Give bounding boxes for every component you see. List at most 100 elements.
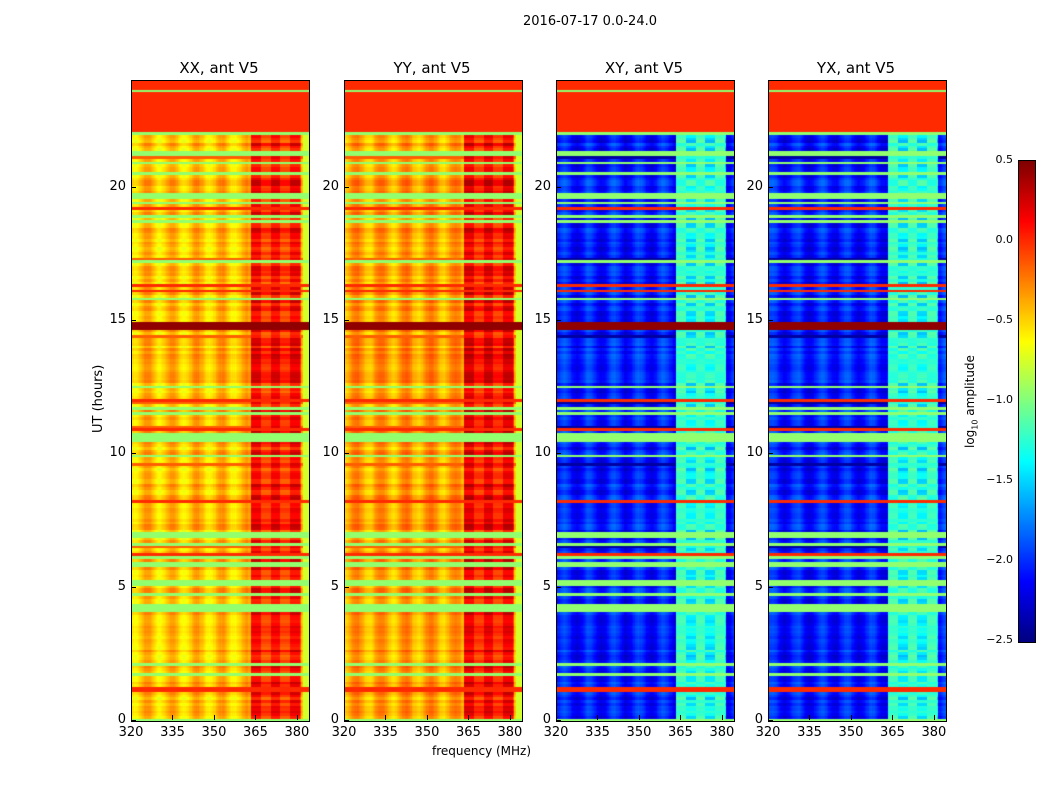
- x-tick-label: 335: [797, 725, 822, 740]
- colorbar-tick-label: −2.5: [986, 633, 1013, 646]
- y-tick-mark: [556, 453, 561, 455]
- y-tick-mark: [768, 186, 773, 188]
- x-tick-mark: [213, 715, 215, 720]
- panel-title: XY, ant V5: [604, 59, 684, 77]
- x-tick-label: 335: [373, 725, 398, 740]
- x-tick-label: 350: [414, 725, 440, 740]
- x-tick-label: 320: [543, 725, 569, 740]
- x-tick-label: 380: [709, 725, 735, 740]
- y-tick-mark: [344, 320, 349, 321]
- x-tick-mark: [809, 715, 811, 720]
- y-tick-label: 20: [534, 178, 551, 194]
- heatmap-panel: [768, 80, 947, 722]
- y-tick-label: 5: [330, 578, 339, 594]
- heatmap-panel: [344, 80, 523, 722]
- panel-title: YY, ant V5: [393, 59, 471, 77]
- colorbar-tick-label: 0.0: [995, 233, 1014, 246]
- x-tick-mark: [721, 715, 723, 720]
- colorbar-tick-label: 0.5: [995, 153, 1014, 166]
- panel-title: YX, ant V5: [816, 59, 896, 77]
- y-tick-label: 0: [117, 712, 126, 727]
- x-tick-mark: [933, 715, 935, 720]
- y-tick-mark: [556, 320, 561, 321]
- y-tick-label: 0: [330, 712, 339, 727]
- y-tick-mark: [344, 453, 349, 455]
- x-tick-label: 365: [456, 725, 481, 740]
- x-tick-label: 365: [880, 725, 905, 740]
- x-tick-mark: [638, 715, 640, 720]
- y-tick-label: 5: [542, 578, 551, 594]
- y-tick-label: 10: [534, 445, 551, 461]
- y-tick-label: 15: [322, 312, 339, 327]
- y-tick-mark: [768, 453, 773, 455]
- x-tick-label: 380: [497, 725, 523, 740]
- y-tick-label: 15: [746, 312, 763, 327]
- y-tick-mark: [768, 586, 773, 588]
- x-tick-mark: [131, 715, 132, 720]
- y-tick-mark: [131, 320, 136, 321]
- x-tick-mark: [468, 715, 470, 720]
- y-tick-mark: [131, 720, 136, 721]
- colorbar: [1018, 160, 1036, 643]
- y-tick-label: 0: [542, 712, 551, 727]
- x-tick-mark: [556, 715, 557, 720]
- y-axis-label: UT (hours): [91, 364, 106, 433]
- x-tick-mark: [680, 715, 682, 720]
- x-tick-mark: [255, 715, 257, 720]
- x-tick-label: 350: [626, 725, 652, 740]
- y-tick-mark: [556, 186, 561, 188]
- y-tick-label: 5: [117, 578, 126, 594]
- y-tick-mark: [768, 720, 773, 721]
- y-tick-mark: [556, 586, 561, 588]
- figure-title: 2016-07-17 0.0-24.0: [523, 14, 657, 29]
- colorbar-tick-label: −1.0: [986, 393, 1013, 406]
- x-tick-label: 350: [838, 725, 864, 740]
- x-tick-mark: [892, 715, 894, 720]
- x-axis-label: frequency (MHz): [432, 744, 532, 758]
- x-tick-label: 380: [284, 725, 310, 740]
- y-tick-mark: [131, 186, 136, 188]
- x-tick-mark: [509, 715, 511, 720]
- colorbar-tick-label: −2.0: [986, 553, 1013, 566]
- x-tick-label: 320: [118, 725, 144, 740]
- y-tick-mark: [344, 186, 349, 188]
- x-tick-mark: [296, 715, 298, 720]
- y-tick-mark: [131, 586, 136, 588]
- y-tick-label: 20: [322, 178, 339, 194]
- y-tick-label: 20: [109, 178, 126, 194]
- x-tick-label: 320: [331, 725, 357, 740]
- y-tick-mark: [131, 453, 136, 455]
- x-tick-label: 380: [921, 725, 947, 740]
- x-tick-label: 350: [201, 725, 227, 740]
- x-tick-label: 335: [160, 725, 185, 740]
- y-tick-label: 0: [754, 712, 763, 727]
- y-tick-label: 10: [109, 445, 126, 461]
- y-tick-mark: [768, 320, 773, 321]
- y-tick-label: 10: [322, 445, 339, 461]
- x-tick-label: 365: [243, 725, 268, 740]
- x-tick-mark: [172, 715, 174, 720]
- colorbar-tick-label: −1.5: [986, 473, 1013, 486]
- y-tick-label: 15: [534, 312, 551, 327]
- y-tick-mark: [344, 720, 349, 721]
- x-tick-label: 335: [585, 725, 610, 740]
- heatmap-panel: [556, 80, 735, 722]
- x-tick-label: 320: [755, 725, 781, 740]
- x-tick-mark: [385, 715, 387, 720]
- y-tick-label: 15: [109, 312, 126, 327]
- x-tick-mark: [426, 715, 428, 720]
- x-tick-label: 365: [668, 725, 693, 740]
- y-tick-mark: [556, 720, 561, 721]
- y-tick-label: 5: [754, 578, 763, 594]
- y-tick-label: 20: [746, 178, 763, 194]
- x-tick-mark: [768, 715, 769, 720]
- heatmap-panel: [131, 80, 310, 722]
- x-tick-mark: [597, 715, 599, 720]
- colorbar-tick-label: −0.5: [986, 313, 1013, 326]
- x-tick-mark: [850, 715, 852, 720]
- y-tick-mark: [344, 586, 349, 588]
- y-tick-label: 10: [746, 445, 763, 461]
- x-tick-mark: [344, 715, 345, 720]
- panel-title: XX, ant V5: [179, 59, 259, 77]
